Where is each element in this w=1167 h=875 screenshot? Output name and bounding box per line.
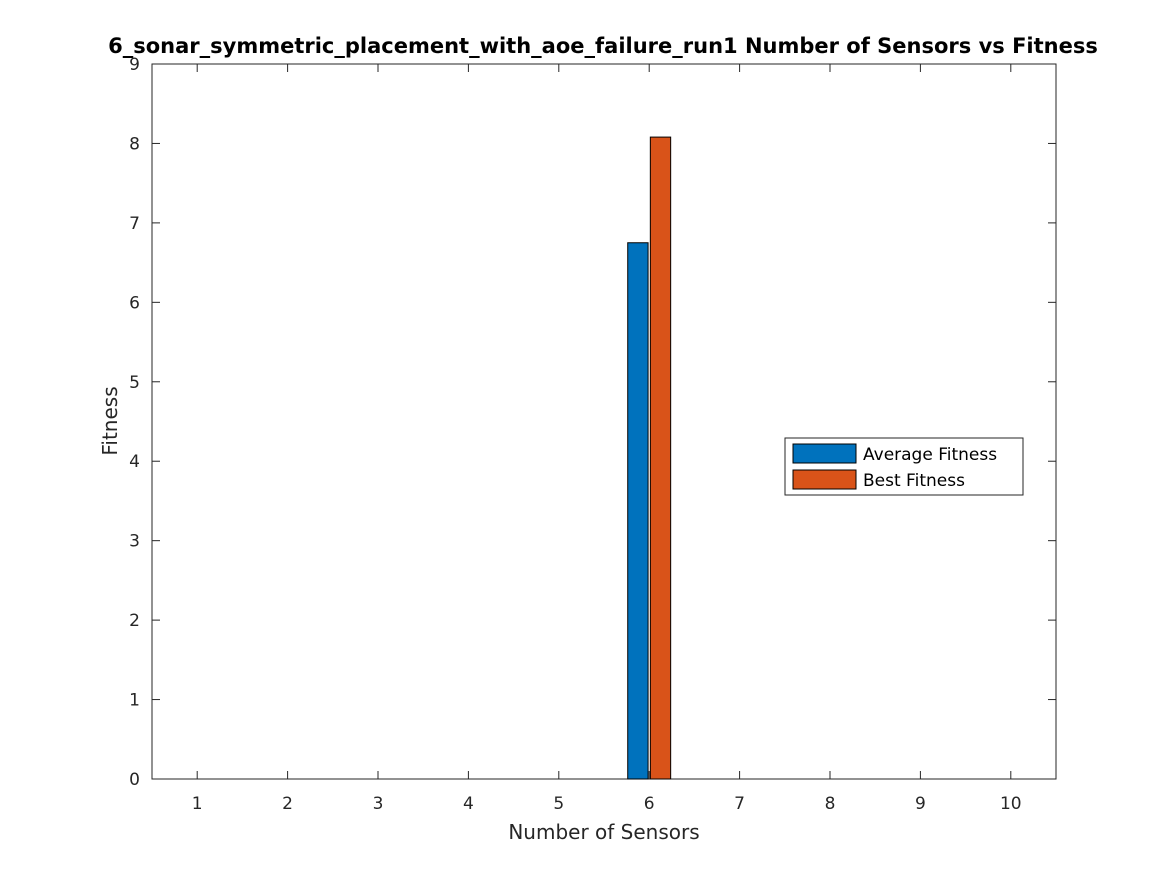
x-tick-label: 5 [553, 794, 564, 814]
plot-area [151, 63, 1057, 780]
y-tick-label: 6 [129, 293, 140, 313]
y-ticks-group: 0 1 2 3 4 5 6 7 8 9 [129, 55, 1056, 790]
legend-swatch-average-fitness [792, 443, 857, 464]
x-tick-label: 9 [915, 794, 926, 814]
x-tick-label: 10 [1000, 794, 1022, 814]
y-tick-label: 0 [129, 770, 140, 790]
x-tick-label: 6 [644, 794, 655, 814]
y-tick-label: 3 [129, 532, 140, 552]
x-tick-label: 1 [192, 794, 203, 814]
legend-label-best-fitness: Best Fitness [863, 471, 965, 491]
y-tick-label: 7 [129, 214, 140, 234]
chart-title: 6_sonar_symmetric_placement_with_aoe_fai… [108, 34, 1098, 58]
y-tick-label: 2 [129, 611, 140, 631]
bar-best-fitness-6 [649, 136, 672, 780]
x-tick-label: 8 [825, 794, 836, 814]
x-axis-label: Number of Sensors [508, 820, 699, 844]
y-tick-label: 9 [129, 55, 140, 75]
x-tick-label: 4 [463, 794, 474, 814]
legend: Average Fitness Best Fitness [784, 437, 1024, 496]
y-tick-label: 8 [129, 134, 140, 154]
y-tick-label: 5 [129, 373, 140, 393]
bar-average-fitness-6 [627, 242, 649, 780]
axes-box [151, 63, 1057, 780]
bars-group [627, 136, 672, 780]
x-tick-label: 2 [282, 794, 293, 814]
legend-swatch-best-fitness [792, 469, 857, 490]
legend-label-average-fitness: Average Fitness [863, 445, 997, 465]
x-ticks-group: 1 2 3 4 5 6 7 8 9 10 [192, 64, 1022, 814]
y-tick-label: 1 [129, 691, 140, 711]
x-tick-label: 7 [734, 794, 745, 814]
x-tick-label: 3 [373, 794, 384, 814]
y-tick-label: 4 [129, 452, 140, 472]
y-axis-label: Fitness [98, 386, 122, 455]
